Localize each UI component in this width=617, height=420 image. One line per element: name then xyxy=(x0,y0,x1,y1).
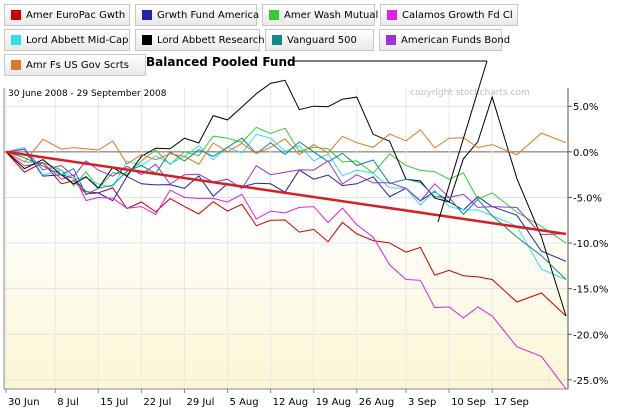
legend-toggle-lord-abbett-mid-cap[interactable]: Lord Abbett Mid-Cap xyxy=(4,29,130,51)
legend-label: American Funds Bond xyxy=(401,34,511,46)
legend-swatch xyxy=(272,35,282,45)
legend-swatch xyxy=(142,35,152,45)
legend-label: Amer Wash Mutual xyxy=(284,9,379,21)
legend-swatch xyxy=(387,10,397,20)
legend-toggle-lord-abbett-research[interactable]: Lord Abbett Research xyxy=(135,29,265,51)
balanced-pooled-fund-line xyxy=(5,150,567,236)
legend-toggle-calamos-growth-fd-cl[interactable]: Calamos Growth Fd Cl xyxy=(380,4,518,26)
y-tick-label: -15.0% xyxy=(573,285,608,296)
legend-swatch xyxy=(142,10,152,20)
legend-toggle-vanguard-500[interactable]: Vanguard 500 xyxy=(265,29,374,51)
series-line-calamos-growth-fd-cl xyxy=(5,151,567,390)
x-tick-label: 30 Jun xyxy=(8,397,40,408)
x-tick-label: 3 Sep xyxy=(408,397,436,408)
legend-swatch xyxy=(386,35,396,45)
x-tick-label: 8 Jul xyxy=(57,397,79,408)
legend-label: Amer EuroPac Gwth xyxy=(26,9,126,21)
annotation-label: Balanced Pooled Fund xyxy=(146,55,296,69)
x-tick-label: 26 Aug xyxy=(359,397,394,408)
x-tick-label: 19 Aug xyxy=(316,397,351,408)
x-tick-label: 17 Sep xyxy=(494,397,529,408)
y-tick-label: 0.0% xyxy=(573,148,598,159)
y-tick-label: 5.0% xyxy=(573,102,598,113)
x-tick-label: 15 Jul xyxy=(100,397,128,408)
legend-toggle-amer-wash-mutual[interactable]: Amer Wash Mutual xyxy=(262,4,379,26)
x-tick-label: 22 Jul xyxy=(143,397,171,408)
legend-label: Lord Abbett Mid-Cap xyxy=(26,34,129,46)
legend-label: Lord Abbett Research xyxy=(157,34,265,46)
legend-swatch xyxy=(11,35,21,45)
legend-toggle-amr-fs-us-gov-scrts[interactable]: Amr Fs US Gov Scrts xyxy=(4,54,146,76)
legend-label: Amr Fs US Gov Scrts xyxy=(26,59,129,71)
series-line-american-funds-bond xyxy=(5,148,567,236)
x-tick-label: 12 Aug xyxy=(273,397,308,408)
legend-swatch xyxy=(269,10,279,20)
watermark: copyright stockcharts.com xyxy=(410,88,530,98)
legend-label: Grwth Fund America xyxy=(157,9,260,21)
legend-label: Calamos Growth Fd Cl xyxy=(402,9,513,21)
plot-area xyxy=(4,88,568,389)
legend-toggle-grwth-fund-america[interactable]: Grwth Fund America xyxy=(135,4,260,26)
legend-swatch xyxy=(11,10,21,20)
legend: Amer EuroPac Gwth Grwth Fund America Amer … xyxy=(4,4,614,80)
x-tick-label: 10 Sep xyxy=(451,397,486,408)
legend-label: Vanguard 500 xyxy=(287,34,357,46)
series-line-amr-fs-us-gov-scrts xyxy=(5,129,567,165)
series-line-lord-abbett-mid-cap xyxy=(5,133,567,280)
y-tick-label: -20.0% xyxy=(573,330,608,341)
annotation-pointer xyxy=(437,60,488,223)
y-tick-label: -5.0% xyxy=(573,193,602,204)
legend-toggle-amer-europac-gwth[interactable]: Amer EuroPac Gwth xyxy=(4,4,130,26)
x-tick-label: 29 Jul xyxy=(186,397,214,408)
x-tick-label: 5 Aug xyxy=(230,397,259,408)
y-tick-label: -25.0% xyxy=(573,376,608,387)
legend-swatch xyxy=(11,60,21,70)
y-tick-label: -10.0% xyxy=(573,239,608,250)
legend-toggle-american-funds-bond[interactable]: American Funds Bond xyxy=(379,29,510,51)
date-range: 30 June 2008 - 29 September 2008 xyxy=(8,89,167,99)
